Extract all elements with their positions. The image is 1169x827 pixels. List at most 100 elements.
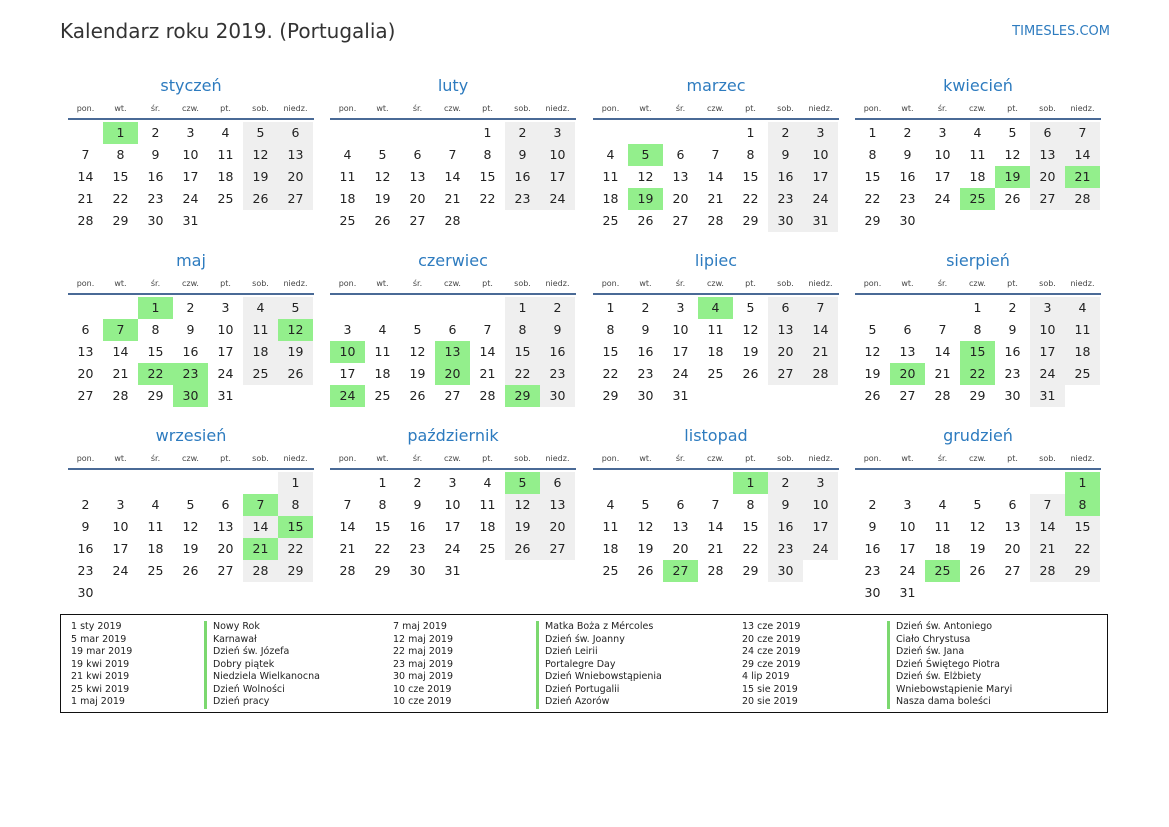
day-cell: 28 <box>707 213 724 228</box>
day-cell: 29 <box>602 388 619 403</box>
legend-holiday-name: Niedziela Wielkanocna <box>204 671 320 684</box>
holiday-day-cell: 30 <box>173 385 208 407</box>
day-cell: 8 <box>151 322 160 337</box>
day-cell: 25 <box>479 541 496 556</box>
day-cell: 23 <box>540 363 575 385</box>
day-cell: 23 <box>1004 366 1021 381</box>
day-cell: 9 <box>540 319 575 341</box>
day-cell: 20 <box>278 166 313 188</box>
day-cell: 14 <box>1030 516 1065 538</box>
empty-cell <box>995 472 1030 494</box>
legend-date-column: 1 sty 2019 5 mar 2019 19 mar 2019 19 kwi 20… <box>71 621 132 709</box>
weekday-label: śr. <box>675 104 686 113</box>
weekday-label: śr. <box>150 279 161 288</box>
empty-cell <box>208 472 243 494</box>
month-block: maj pon. wt. śr. czw. pt. sob. niedz. 1 2 3 4 5 6 7 8 9 1… <box>68 247 314 407</box>
weekday-label: pon. <box>338 104 357 113</box>
day-cell: 19 <box>742 344 759 359</box>
day-grid: 1 2 3 4 5 6 7 8 9 10 11 12 13 14 15 16 17 18 19 20 21 22 23 24 2… <box>330 472 576 582</box>
day-cell: 18 <box>602 191 619 206</box>
weekday-label: czw. <box>707 279 724 288</box>
weekday-label: pt. <box>482 279 493 288</box>
holiday-day-cell: 19 <box>995 166 1030 188</box>
weekday-label: pon. <box>601 104 620 113</box>
legend-date: 20 sie 2019 <box>742 696 798 707</box>
day-cell: 10 <box>112 519 129 534</box>
legend-date: 25 kwi 2019 <box>71 683 130 695</box>
day-cell: 18 <box>339 191 356 206</box>
day-cell: 19 <box>182 541 199 556</box>
weekday-label: niedz. <box>1070 454 1095 463</box>
day-cell: 22 <box>742 541 759 556</box>
day-cell: 7 <box>448 147 457 162</box>
weekday-header: pon. wt. śr. czw. pt. sob. niedz. <box>68 450 314 470</box>
holiday-day-cell: 29 <box>505 385 540 407</box>
day-cell: 16 <box>768 516 803 538</box>
day-cell: 12 <box>637 519 654 534</box>
day-cell: 2 <box>505 122 540 144</box>
month-name: maj <box>176 251 206 270</box>
empty-cell <box>400 122 435 144</box>
day-cell: 27 <box>1004 563 1021 578</box>
legend-holiday-name: Ciało Chrystusa <box>887 633 1012 646</box>
day-cell: 28 <box>707 563 724 578</box>
day-cell: 21 <box>444 191 461 206</box>
day-cell: 18 <box>374 366 391 381</box>
month-block: lipiec pon. wt. śr. czw. pt. sob. niedz. 1 2 3 4 5 6 7… <box>593 247 839 407</box>
day-cell: 4 <box>973 125 982 140</box>
day-cell: 12 <box>374 169 391 184</box>
day-cell: 24 <box>803 538 838 560</box>
day-cell: 7 <box>938 322 947 337</box>
day-cell: 27 <box>672 213 689 228</box>
empty-cell <box>925 297 960 319</box>
day-cell: 6 <box>540 472 575 494</box>
site-link[interactable]: TIMESLES.COM <box>1012 24 1110 39</box>
weekday-label: niedz. <box>808 279 833 288</box>
day-cell: 17 <box>803 516 838 538</box>
weekday-label: śr. <box>412 279 423 288</box>
day-cell: 5 <box>973 497 982 512</box>
day-cell: 23 <box>147 191 164 206</box>
day-cell: 18 <box>147 541 164 556</box>
day-cell: 25 <box>243 363 278 385</box>
day-cell: 13 <box>409 169 426 184</box>
day-cell: 10 <box>217 322 234 337</box>
holiday-day-cell: 12 <box>278 319 313 341</box>
weekday-label: pt. <box>1007 454 1018 463</box>
day-cell: 23 <box>637 366 654 381</box>
day-cell: 9 <box>903 147 912 162</box>
day-cell: 16 <box>540 341 575 363</box>
weekday-header: pon. wt. śr. czw. pt. sob. niedz. <box>855 450 1101 470</box>
day-cell: 13 <box>278 144 313 166</box>
day-cell: 30 <box>768 560 803 582</box>
day-cell: 20 <box>1030 166 1065 188</box>
day-cell: 4 <box>221 125 230 140</box>
empty-cell <box>435 297 470 319</box>
holiday-day-cell: 1 <box>733 472 768 494</box>
day-cell: 17 <box>803 166 838 188</box>
day-cell: 12 <box>742 322 759 337</box>
legend-holiday-name: Dzień Azorów <box>536 696 662 709</box>
holiday-day-cell: 23 <box>173 363 208 385</box>
day-cell: 2 <box>151 125 160 140</box>
day-cell: 10 <box>803 144 838 166</box>
month-name: grudzień <box>943 426 1013 445</box>
day-cell: 6 <box>903 322 912 337</box>
empty-cell <box>663 122 698 144</box>
month-block: listopad pon. wt. śr. czw. pt. sob. niedz. 1 2 3 4 5… <box>593 422 839 582</box>
day-cell: 22 <box>602 366 619 381</box>
weekday-label: sob. <box>777 279 794 288</box>
day-cell: 4 <box>483 475 492 490</box>
weekday-header: pon. wt. śr. czw. pt. sob. niedz. <box>68 100 314 120</box>
legend-date: 1 maj 2019 <box>71 696 125 707</box>
day-cell: 6 <box>676 497 685 512</box>
day-cell: 11 <box>1065 319 1100 341</box>
legend-date: 21 kwi 2019 <box>71 671 130 682</box>
day-cell: 30 <box>1004 388 1021 403</box>
year-calendar: styczeń pon. wt. śr. czw. pt. sob. niedz. 1 2 3 4 5 6… <box>68 72 1102 612</box>
month-block: kwiecień pon. wt. śr. czw. pt. sob. niedz. 1 2 3 4 5… <box>855 72 1101 232</box>
weekday-label: pon. <box>863 454 882 463</box>
day-cell: 23 <box>768 538 803 560</box>
weekday-label: śr. <box>937 279 948 288</box>
day-cell: 3 <box>903 497 912 512</box>
